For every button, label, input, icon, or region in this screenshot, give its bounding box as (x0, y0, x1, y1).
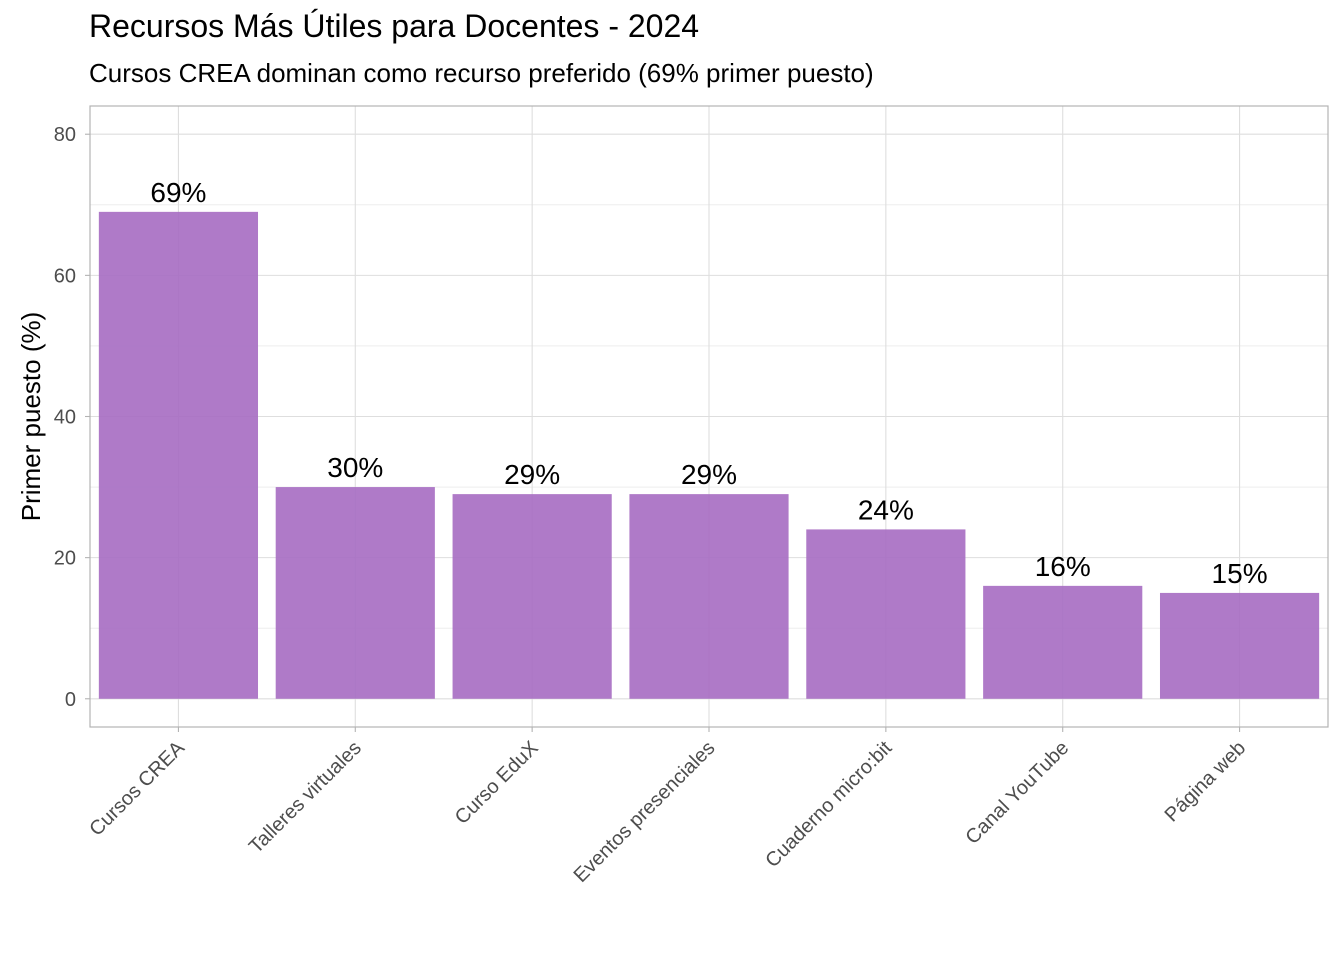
bar-value-label: 29% (504, 459, 560, 490)
x-tick-label: Página web (1161, 737, 1250, 826)
y-tick-label: 0 (65, 689, 76, 711)
bar (629, 494, 789, 699)
y-tick-label: 20 (54, 548, 76, 570)
bar-value-label: 30% (327, 452, 383, 483)
data-labels-group: 69% 30% 29% 29% 24% 16% 15% (150, 177, 1267, 589)
chart-subtitle: Cursos CREA dominan como recurso preferi… (89, 58, 874, 88)
chart-title: Recursos Más Útiles para Docentes - 2024 (89, 8, 700, 44)
bar (98, 211, 259, 699)
x-tick-label: Talleres virtuales (245, 737, 366, 858)
bars-group (98, 211, 1320, 699)
x-tick-label: Canal YouTube (961, 737, 1073, 849)
bar-value-label: 24% (858, 494, 914, 525)
y-tick-label: 60 (54, 265, 76, 287)
bar-value-label: 29% (681, 459, 737, 490)
bar (275, 487, 435, 699)
y-tick-label: 40 (54, 407, 76, 429)
bar-value-label: 16% (1035, 551, 1091, 582)
bar (1159, 592, 1320, 699)
x-tick-label: Cursos CREA (85, 737, 189, 841)
x-tick-label: Cuaderno micro:bit (761, 737, 896, 872)
y-axis: 0 20 40 60 80 (54, 124, 90, 711)
x-tick-label: Curso EduX (451, 737, 543, 829)
y-axis-title: Primer puesto (%) (16, 312, 46, 522)
panel-border (89, 105, 1329, 728)
x-tick-label: Eventos presenciales (570, 737, 720, 887)
bar (806, 529, 966, 699)
x-axis: Cursos CREA Talleres virtuales Curso EduX E… (85, 727, 1250, 887)
bar-value-label: 15% (1212, 558, 1268, 589)
bar (983, 585, 1143, 699)
bar (452, 494, 612, 699)
y-tick-label: 80 (54, 124, 76, 146)
bar-value-label: 69% (150, 177, 206, 208)
